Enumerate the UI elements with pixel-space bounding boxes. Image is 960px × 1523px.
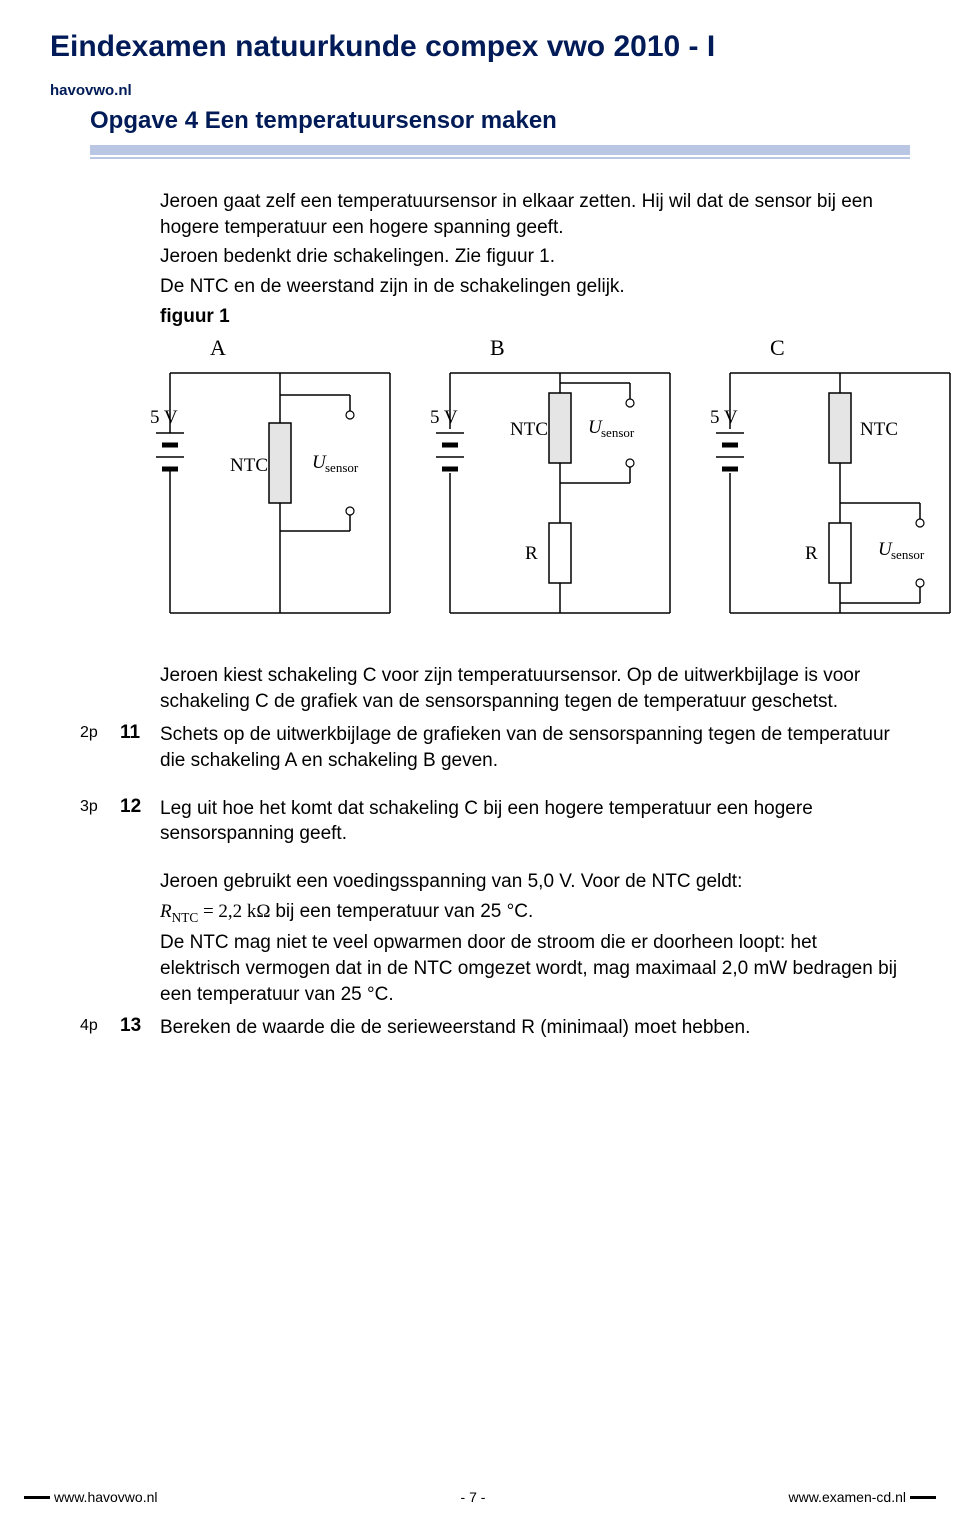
formula-tail: bij een temperatuur van 25 °C. xyxy=(275,901,533,922)
document-title: Eindexamen natuurkunde compex vwo 2010 -… xyxy=(50,30,910,64)
resistor-b xyxy=(549,523,571,583)
formula-rhs: = 2,2 kΩ xyxy=(198,901,270,922)
q11-points: 2p xyxy=(80,722,120,742)
question-11-row: 2p 11 Schets op de uitwerkbijlage de gra… xyxy=(80,722,910,773)
q12-text: Leg uit hoe het komt dat schakeling C bi… xyxy=(160,796,910,847)
site-subtitle: havovwo.nl xyxy=(50,82,910,99)
resistor-c xyxy=(829,523,851,583)
q13-number: 13 xyxy=(120,1015,160,1037)
panel-c: C 5 V NTC R xyxy=(710,335,950,613)
question-12-row: 3p 12 Leg uit hoe het komt dat schakelin… xyxy=(80,796,910,847)
panel-a-voltage: 5 V xyxy=(150,407,178,428)
ntc-b-label: NTC xyxy=(510,419,548,440)
terminal-icon xyxy=(346,411,354,419)
panel-b-label: B xyxy=(490,335,505,360)
section-title: Opgave 4 Een temperatuursensor maken xyxy=(90,107,910,135)
q13-intro-p1: Jeroen gebruikt een voedingsspanning van… xyxy=(160,869,900,895)
intro-text: Jeroen gaat zelf een temperatuursensor i… xyxy=(160,189,900,714)
ntc-c-label: NTC xyxy=(860,419,898,440)
intro-p3: De NTC en de weerstand zijn in de schake… xyxy=(160,274,900,300)
section-rule xyxy=(90,145,910,159)
usensor-c-sub: sensor xyxy=(891,547,925,562)
terminal-icon xyxy=(626,399,634,407)
terminal-icon xyxy=(916,579,924,587)
terminal-icon xyxy=(916,519,924,527)
intro-p1: Jeroen gaat zelf een temperatuursensor i… xyxy=(160,189,900,240)
q12-number: 12 xyxy=(120,796,160,818)
ntc-a xyxy=(269,423,291,503)
ntc-c xyxy=(829,393,851,463)
page: Eindexamen natuurkunde compex vwo 2010 -… xyxy=(0,0,960,1523)
q13-text: Bereken de waarde die de serieweerstand … xyxy=(160,1015,910,1041)
intro-p2: Jeroen bedenkt drie schakelingen. Zie fi… xyxy=(160,244,900,270)
terminal-icon xyxy=(626,459,634,467)
panel-a-label: A xyxy=(210,335,226,360)
footer-dash-icon xyxy=(24,1496,50,1499)
formula-var: R xyxy=(160,901,172,922)
ntc-a-label: NTC xyxy=(230,455,268,476)
usensor-a-sub: sensor xyxy=(325,460,359,475)
panel-b-voltage: 5 V xyxy=(430,407,458,428)
footer-page-number: - 7 - xyxy=(158,1489,789,1505)
footer-right-link[interactable]: www.examen-cd.nl xyxy=(789,1489,907,1505)
circuit-svg: .w{stroke:#000;stroke-width:1.5;fill:non… xyxy=(150,333,960,633)
after-figure-p1: Jeroen kiest schakeling C voor zijn temp… xyxy=(160,663,900,714)
formula-sub: NTC xyxy=(172,909,199,924)
panel-b: B 5 V NTC R xyxy=(430,335,670,613)
ntc-b xyxy=(549,393,571,463)
q12-points: 3p xyxy=(80,796,120,816)
figure-1-diagram: .w{stroke:#000;stroke-width:1.5;fill:non… xyxy=(150,333,900,633)
panel-c-voltage: 5 V xyxy=(710,407,738,428)
question-13-row: 4p 13 Bereken de waarde die de serieweer… xyxy=(80,1015,910,1041)
q13-intro: Jeroen gebruikt een voedingsspanning van… xyxy=(160,869,900,1007)
resistor-c-label: R xyxy=(805,543,818,564)
q13-intro-p2: De NTC mag niet te veel opwarmen door de… xyxy=(160,930,900,1007)
q13-intro-formula: RNTC = 2,2 kΩ bij een temperatuur van 25… xyxy=(160,899,900,927)
page-footer: www.havovwo.nl - 7 - www.examen-cd.nl xyxy=(0,1489,960,1505)
q13-points: 4p xyxy=(80,1015,120,1035)
footer-left-link[interactable]: www.havovwo.nl xyxy=(54,1489,158,1505)
figure-caption: figuur 1 xyxy=(160,304,900,330)
footer-dash-icon xyxy=(910,1496,936,1499)
q11-number: 11 xyxy=(120,722,160,744)
terminal-icon xyxy=(346,507,354,515)
resistor-b-label: R xyxy=(525,543,538,564)
q11-text: Schets op de uitwerkbijlage de grafieken… xyxy=(160,722,910,773)
usensor-b-sub: sensor xyxy=(601,425,635,440)
panel-c-label: C xyxy=(770,335,785,360)
